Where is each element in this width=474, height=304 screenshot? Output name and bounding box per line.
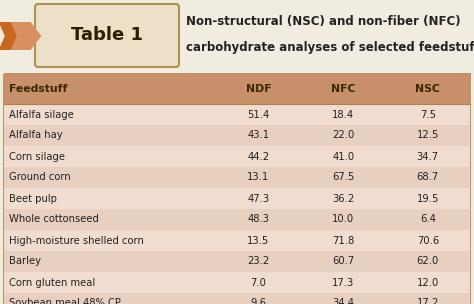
Bar — [4, 74, 470, 304]
Text: 7.5: 7.5 — [420, 109, 436, 119]
Text: High-moisture shelled corn: High-moisture shelled corn — [9, 236, 144, 246]
Text: Table 1: Table 1 — [71, 26, 143, 44]
Text: Whole cottonseed: Whole cottonseed — [9, 215, 99, 224]
Text: 44.2: 44.2 — [247, 151, 270, 161]
Bar — [4, 230, 470, 251]
Text: Ground corn: Ground corn — [9, 172, 71, 182]
Text: 60.7: 60.7 — [332, 257, 355, 267]
Text: 71.8: 71.8 — [332, 236, 355, 246]
Text: Soybean meal 48% CP: Soybean meal 48% CP — [9, 299, 121, 304]
Bar — [4, 188, 470, 209]
Text: 7.0: 7.0 — [250, 278, 266, 288]
Bar — [4, 125, 470, 146]
Text: 9.6: 9.6 — [250, 299, 266, 304]
Text: Corn silage: Corn silage — [9, 151, 65, 161]
Text: carbohydrate analyses of selected feedstuffs: carbohydrate analyses of selected feedst… — [186, 42, 474, 54]
Text: 23.2: 23.2 — [247, 257, 270, 267]
Text: 34.7: 34.7 — [417, 151, 439, 161]
Text: 13.1: 13.1 — [247, 172, 270, 182]
Text: NFC: NFC — [331, 84, 356, 94]
Bar — [4, 251, 470, 272]
Text: Alfalfa silage: Alfalfa silage — [9, 109, 74, 119]
Text: Alfalfa hay: Alfalfa hay — [9, 130, 63, 140]
Bar — [4, 209, 470, 230]
Text: Barley: Barley — [9, 257, 41, 267]
Text: 68.7: 68.7 — [417, 172, 439, 182]
Bar — [4, 272, 470, 293]
Text: 10.0: 10.0 — [332, 215, 354, 224]
Text: 34.4: 34.4 — [332, 299, 354, 304]
Text: 51.4: 51.4 — [247, 109, 270, 119]
Polygon shape — [0, 22, 29, 50]
Text: Feedstuff: Feedstuff — [9, 84, 67, 94]
Text: 62.0: 62.0 — [417, 257, 439, 267]
Bar — [0, 0, 474, 72]
Text: 18.4: 18.4 — [332, 109, 354, 119]
Text: 6.4: 6.4 — [420, 215, 436, 224]
FancyBboxPatch shape — [35, 4, 179, 67]
Text: 43.1: 43.1 — [247, 130, 270, 140]
Text: 41.0: 41.0 — [332, 151, 354, 161]
Text: 47.3: 47.3 — [247, 194, 270, 203]
Text: 22.0: 22.0 — [332, 130, 355, 140]
Text: 12.0: 12.0 — [417, 278, 439, 288]
Text: Corn gluten meal: Corn gluten meal — [9, 278, 95, 288]
Text: 17.3: 17.3 — [332, 278, 355, 288]
Text: 19.5: 19.5 — [417, 194, 439, 203]
Bar — [4, 293, 470, 304]
Text: 70.6: 70.6 — [417, 236, 439, 246]
Text: NSC: NSC — [415, 84, 440, 94]
Text: 17.2: 17.2 — [417, 299, 439, 304]
Text: 36.2: 36.2 — [332, 194, 355, 203]
Text: 13.5: 13.5 — [247, 236, 270, 246]
Text: Non-structural (NSC) and non-fiber (NFC): Non-structural (NSC) and non-fiber (NFC) — [186, 16, 461, 29]
Polygon shape — [10, 22, 41, 50]
Bar — [4, 167, 470, 188]
Text: 12.5: 12.5 — [417, 130, 439, 140]
Text: Beet pulp: Beet pulp — [9, 194, 57, 203]
Text: 48.3: 48.3 — [247, 215, 269, 224]
Text: 67.5: 67.5 — [332, 172, 355, 182]
Text: NDF: NDF — [246, 84, 271, 94]
Bar — [4, 104, 470, 125]
Bar — [4, 146, 470, 167]
Bar — [4, 74, 470, 104]
